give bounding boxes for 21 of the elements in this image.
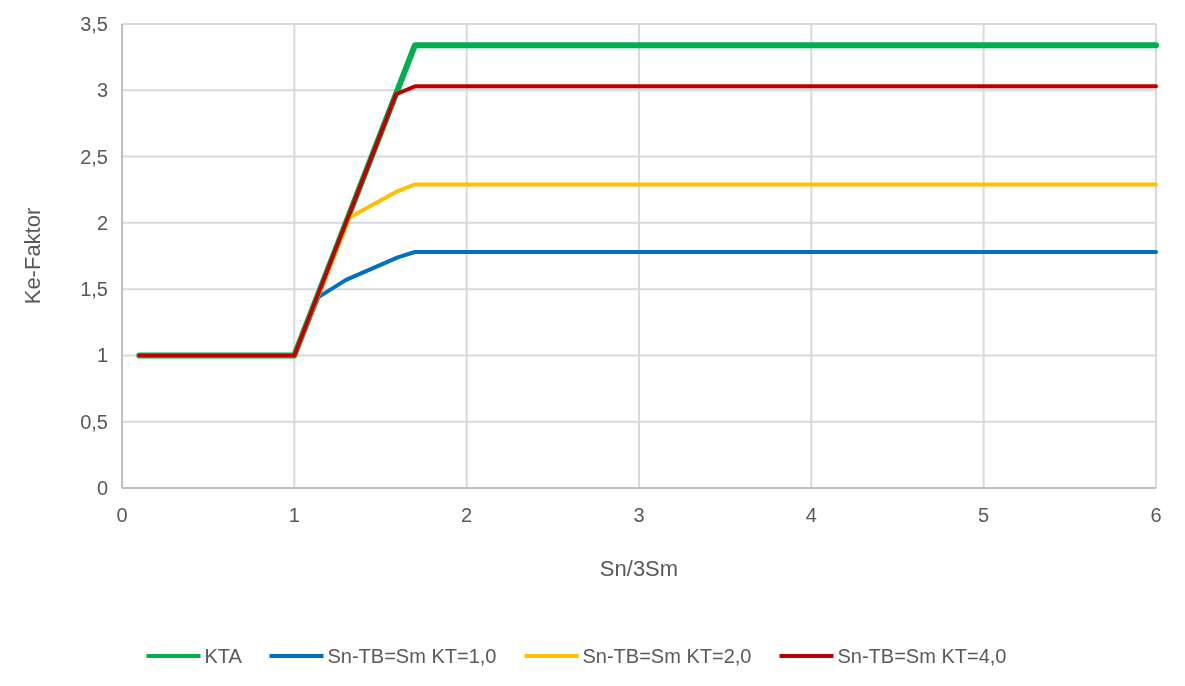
y-tick-label: 3 — [96, 79, 108, 102]
x-tick-label: 4 — [805, 504, 817, 526]
y-axis-title: Ke-Faktor — [20, 207, 45, 305]
y-tick-label: 2,5 — [80, 145, 108, 168]
y-tick-label: 1 — [96, 344, 108, 367]
x-tick-label: 5 — [978, 504, 990, 526]
y-tick-label: 1,5 — [80, 278, 108, 301]
x-axis-title: Sn/3Sm — [599, 556, 679, 581]
legend-label: Sn-TB=Sm KT=4,0 — [837, 645, 1007, 667]
legend-label: Sn-TB=Sm KT=1,0 — [327, 645, 497, 667]
y-tick-label: 2 — [96, 211, 108, 234]
y-tick-label: 0,5 — [80, 410, 108, 433]
x-tick-label: 0 — [116, 504, 128, 526]
y-tick-label: 3,5 — [80, 13, 108, 35]
x-tick-label: 3 — [633, 504, 645, 526]
x-tick-label: 1 — [288, 504, 300, 526]
legend-label: Sn-TB=Sm KT=2,0 — [582, 645, 752, 667]
y-tick-label: 0 — [96, 477, 108, 499]
legend-label: KTA — [204, 645, 243, 667]
x-tick-label: 6 — [1150, 504, 1162, 526]
x-tick-label: 2 — [461, 504, 473, 526]
